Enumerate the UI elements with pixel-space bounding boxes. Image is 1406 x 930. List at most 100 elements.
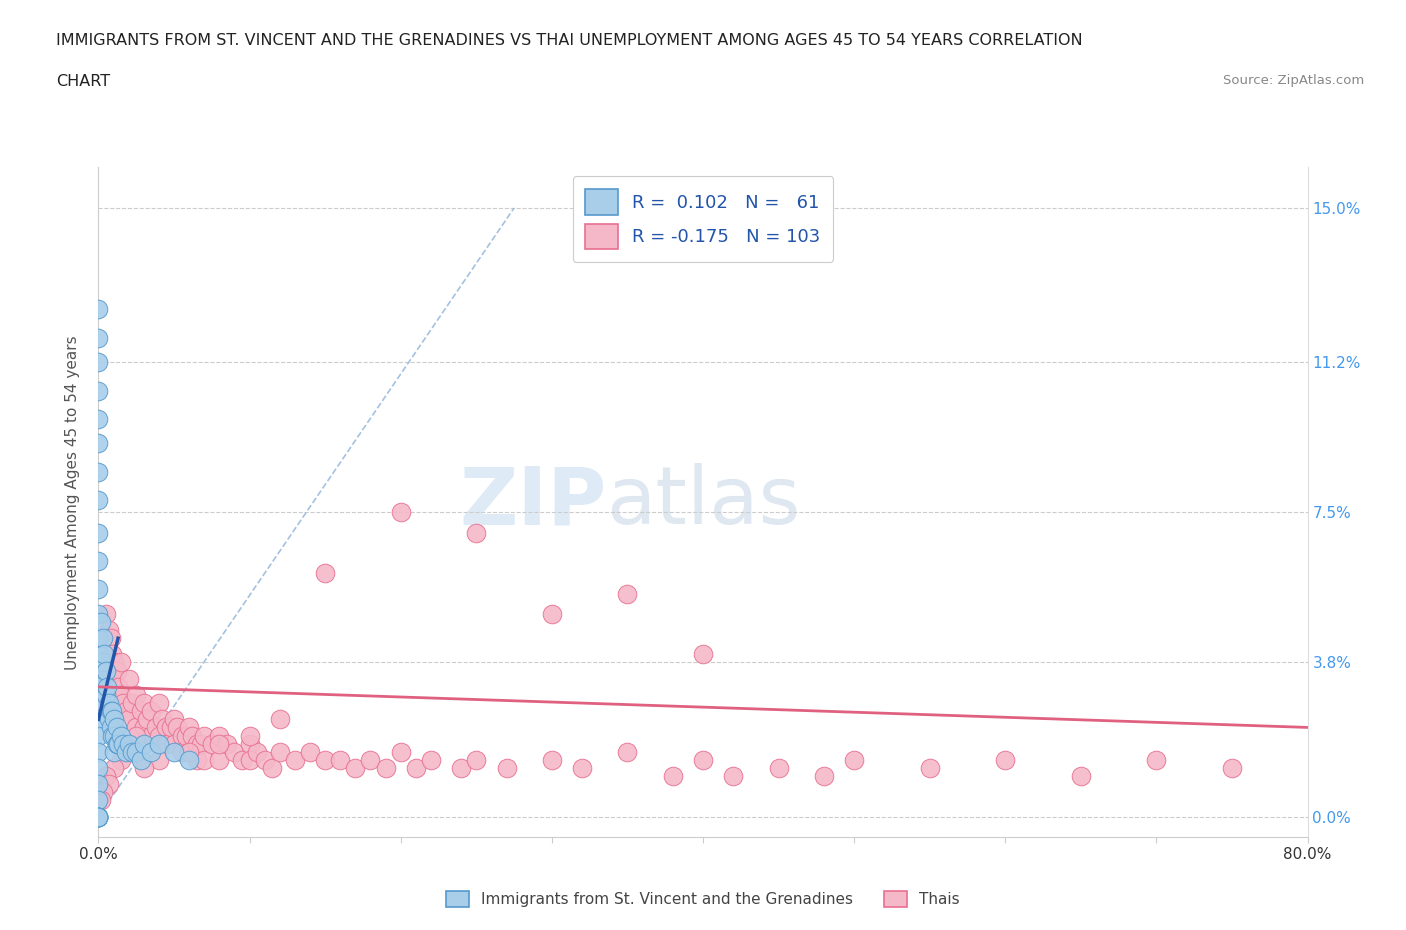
Point (540, 606, 562, 621)
Point (98, 622, 121, 637)
Y-axis label: Unemployment Among Ages 45 to 54 years: Unemployment Among Ages 45 to 54 years (65, 335, 80, 670)
Point (87, 436, 110, 451)
Point (170, 744, 193, 759)
Point (344, 761, 367, 776)
Point (329, 752, 352, 767)
Point (155, 720, 177, 735)
Point (540, 752, 562, 767)
Point (118, 671, 141, 686)
Point (110, 655, 132, 670)
Point (405, 761, 427, 776)
Point (360, 752, 382, 767)
Text: atlas: atlas (606, 463, 800, 541)
Point (87, 412, 110, 427)
Point (284, 752, 307, 767)
Point (179, 720, 201, 735)
Point (118, 744, 141, 759)
Point (465, 752, 488, 767)
Point (100, 704, 122, 719)
Point (114, 704, 136, 719)
Point (495, 761, 517, 776)
Point (87, 809, 110, 824)
Point (87, 809, 110, 824)
Point (374, 761, 396, 776)
Point (105, 737, 128, 751)
Point (101, 728, 124, 743)
Point (87, 330, 110, 345)
Point (87, 354, 110, 369)
Point (87, 809, 110, 824)
Point (132, 720, 155, 735)
Point (94, 769, 117, 784)
Point (129, 752, 152, 767)
Point (179, 744, 201, 759)
Point (94, 663, 117, 678)
Point (201, 737, 224, 751)
Point (571, 761, 593, 776)
Point (239, 728, 262, 743)
Point (662, 769, 685, 784)
Point (616, 586, 638, 601)
Point (101, 647, 124, 662)
Point (96, 680, 118, 695)
Point (103, 728, 125, 743)
Point (121, 744, 143, 759)
Point (90, 793, 112, 808)
Point (87, 582, 110, 597)
Point (100, 720, 122, 735)
Point (87, 631, 110, 645)
Point (465, 525, 488, 540)
Point (190, 737, 212, 751)
Point (193, 728, 215, 743)
Point (118, 737, 141, 751)
Point (166, 720, 188, 735)
Legend: R =  0.102   N =   61, R = -0.175   N = 103: R = 0.102 N = 61, R = -0.175 N = 103 (572, 177, 834, 262)
Point (129, 704, 152, 719)
Point (103, 761, 125, 776)
Point (132, 761, 155, 776)
Point (98, 777, 121, 791)
Point (91, 631, 114, 645)
Point (723, 769, 745, 784)
Point (239, 752, 262, 767)
Point (87, 777, 110, 791)
Point (87, 728, 110, 743)
Point (87, 744, 110, 759)
Point (87, 809, 110, 824)
Point (148, 752, 170, 767)
Point (145, 720, 167, 735)
Point (148, 696, 170, 711)
Text: Source: ZipAtlas.com: Source: ZipAtlas.com (1223, 74, 1364, 87)
Point (269, 744, 291, 759)
Point (239, 737, 262, 751)
Point (174, 728, 197, 743)
Point (299, 744, 322, 759)
Point (193, 752, 215, 767)
Point (91, 785, 114, 800)
Point (114, 744, 136, 759)
Point (148, 737, 170, 751)
Point (103, 655, 125, 670)
Point (87, 464, 110, 479)
Point (87, 606, 110, 621)
Point (105, 720, 128, 735)
Point (87, 809, 110, 824)
Point (125, 720, 148, 735)
Point (181, 728, 204, 743)
Point (94, 687, 117, 702)
Point (208, 728, 231, 743)
Point (314, 752, 336, 767)
Point (692, 647, 714, 662)
Point (246, 744, 269, 759)
Point (87, 711, 110, 726)
Point (253, 752, 276, 767)
Point (132, 737, 155, 751)
Point (208, 737, 231, 751)
Point (389, 505, 412, 520)
Point (94, 606, 117, 621)
Point (132, 696, 155, 711)
Point (87, 680, 110, 695)
Point (224, 744, 246, 759)
Point (918, 761, 941, 776)
Point (844, 752, 866, 767)
